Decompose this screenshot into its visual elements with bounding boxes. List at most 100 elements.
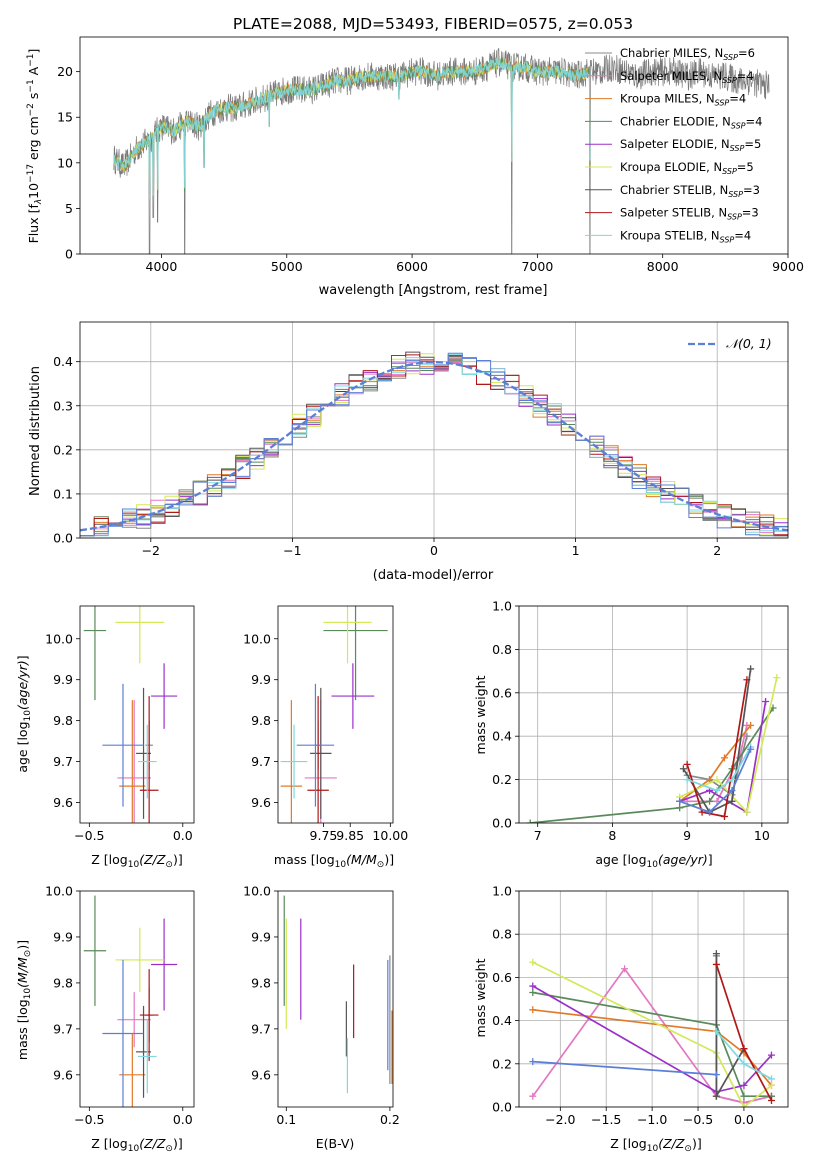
age-vs-Z-ylabel: age [log10(age/yr)] xyxy=(15,655,33,772)
mass-weight-marker xyxy=(706,797,714,805)
y-tick-label: 0.2 xyxy=(53,442,73,457)
y-tick-label: 0.8 xyxy=(492,927,512,942)
errorbar-point xyxy=(323,606,372,664)
mass-weight-marker xyxy=(720,812,728,820)
mass-weight-marker xyxy=(526,819,534,823)
mass-weight-marker xyxy=(529,989,537,997)
errorbar-point xyxy=(102,683,144,807)
legend-label: Chabrier ELODIE, NSSP=4 xyxy=(620,114,762,130)
x-tick-label: −1.5 xyxy=(591,1112,621,1127)
spectrum-traces xyxy=(113,48,770,254)
spectrum-legend: Chabrier MILES, NSSP=6 Salpeter MILES, NS… xyxy=(585,46,762,244)
y-tick-label: 10.0 xyxy=(45,884,73,899)
x-tick-label: −1.0 xyxy=(637,1112,667,1127)
mass-weight-marker xyxy=(713,797,721,805)
errorbar-point xyxy=(119,1033,146,1107)
spectrum-plot-area: 4000 5000 6000 7000 8000 9000 0 5 10 15 20 xyxy=(57,36,804,274)
x-tick-label: −1 xyxy=(283,543,301,558)
y-tick-label: 0.2 xyxy=(492,1056,512,1071)
axes-frame xyxy=(277,890,394,1108)
age-vs-mass-xlabel: mass [log10(M/M⊙)] xyxy=(274,852,394,870)
mass-weight-marker xyxy=(529,1006,537,1014)
x-tick-label: 10.00 xyxy=(372,828,408,843)
y-tick-label: 9.7 xyxy=(251,754,271,769)
mass-weight-marker xyxy=(720,754,728,762)
mass-weight-vs-Z-plot-area: −2.0 −1.5 −1.0 −0.5 0.0 0.0 0.2 0.4 0.6 0.8 1.0 xyxy=(492,884,789,1127)
x-tick-label: 9.75 xyxy=(310,828,338,843)
mass-weight-marker xyxy=(676,797,684,805)
gridlines xyxy=(519,605,788,824)
x-tick-label: 0.0 xyxy=(734,1112,754,1127)
y-tick-label: 0.6 xyxy=(492,970,512,985)
y-tick-label: 9.7 xyxy=(53,1021,73,1036)
age-vs-Z-xlabel: Z [log10(Z/Z⊙)] xyxy=(91,852,182,870)
y-tick-label: 10.0 xyxy=(45,631,73,646)
legend-label: Salpeter MILES, NSSP=4 xyxy=(620,69,754,85)
mass-weight-marker xyxy=(712,960,720,968)
axes-frame xyxy=(79,321,789,539)
residual-histogram-panel: −2 −1 0 1 2 0.0 0.1 0.2 0.3 0.4 (data-model)/erro… xyxy=(28,321,789,583)
x-tick-label: 5000 xyxy=(271,259,303,274)
x-tick-label: −0.5 xyxy=(683,1112,713,1127)
mass-weight-marker xyxy=(740,1045,748,1053)
y-tick-label: 9.6 xyxy=(251,795,271,810)
mass-weight-marker xyxy=(740,1060,748,1068)
histogram-ylabel: Normed distribution xyxy=(28,366,43,496)
mass-vs-EBV-xlabel: E(B-V) xyxy=(316,1136,355,1151)
legend-label: Kroupa MILES, NSSP=4 xyxy=(620,92,746,108)
mass-weight-marker xyxy=(728,797,736,805)
mass-weight-marker xyxy=(728,786,736,794)
x-tick-label: 10 xyxy=(754,828,770,843)
y-tick-label: 9.6 xyxy=(53,795,73,810)
gridlines xyxy=(519,890,788,1108)
axes-frame xyxy=(518,890,789,1108)
errorbar-point xyxy=(137,724,157,799)
normal-curve-legend-label: 𝒩(0, 1) xyxy=(726,336,772,351)
mass-weight-marker xyxy=(773,674,781,682)
y-tick-label: 0 xyxy=(65,247,73,262)
y-tick-label: 9.9 xyxy=(251,929,271,944)
mass-weight-vs-age-plot-area: 7 8 9 10 0.0 0.2 0.4 0.6 0.8 1.0 xyxy=(492,599,789,843)
errorbar-markers xyxy=(280,606,388,823)
y-tick-label: 9.8 xyxy=(251,975,271,990)
legend-label: Salpeter ELODIE, NSSP=5 xyxy=(620,137,761,153)
mass-weight-line xyxy=(532,961,773,1107)
errorbar-point xyxy=(310,687,332,819)
errorbar-point xyxy=(280,700,303,823)
mass-weight-marker xyxy=(529,982,537,990)
age-vs-mass-plot-area: 9.759.85 10.00 9.6 9.7 9.8 9.9 10.0 xyxy=(243,605,408,843)
legend-label: Chabrier STELIB, NSSP=3 xyxy=(620,183,760,199)
x-tick-label: 9.85 xyxy=(336,828,364,843)
errorbar-point xyxy=(83,606,107,701)
errorbar-point xyxy=(331,663,375,729)
errorbar-point xyxy=(137,1019,157,1094)
x-tick-label: 0.1 xyxy=(276,1112,296,1127)
mass-vs-Z-ylabel: mass [log10(M/M⊙)] xyxy=(15,940,33,1060)
errorbar-markers xyxy=(83,606,178,823)
errorbar-point xyxy=(139,696,159,823)
y-tick-label: 5 xyxy=(65,201,73,216)
mass-weight-marker xyxy=(529,1058,537,1066)
x-tick-label: 0.0 xyxy=(173,828,193,843)
mass-weight-marker xyxy=(683,776,691,784)
mass-weight-line xyxy=(682,668,752,814)
spectrum-xlabel: wavelength [Angstrom, rest frame] xyxy=(319,283,548,298)
mass-weight-marker xyxy=(740,1092,748,1100)
figure-title: PLATE=2088, MJD=53493, FIBERID=0575, z=0… xyxy=(233,15,633,33)
age-vs-mass-panel: 9.759.85 10.00 9.6 9.7 9.8 9.9 10.0 mass [log1… xyxy=(243,605,408,870)
x-tick-label: 7000 xyxy=(521,259,553,274)
age-vs-Z-plot-area: −0.5 0.0 9.6 9.7 9.8 9.9 10.0 xyxy=(45,605,195,843)
x-tick-label: −0.5 xyxy=(74,828,104,843)
mass-vs-Z-plot-area: −0.5 0.0 9.6 9.7 9.8 9.9 10.0 xyxy=(45,884,195,1127)
x-tick-label: −0.5 xyxy=(74,1112,104,1127)
y-tick-label: 15 xyxy=(57,110,73,125)
errorbar-point xyxy=(323,606,388,701)
legend-label: Chabrier MILES, NSSP=6 xyxy=(620,46,755,62)
histogram-step-line xyxy=(80,358,788,537)
legend-label: Kroupa STELIB, NSSP=4 xyxy=(620,228,751,244)
mass-weight-line xyxy=(686,679,748,818)
y-tick-label: 9.9 xyxy=(53,929,73,944)
errorbar-point xyxy=(296,683,335,807)
y-tick-label: 0.0 xyxy=(492,1100,512,1115)
mass-weight-vs-age-ylabel: mass weight xyxy=(473,675,488,754)
